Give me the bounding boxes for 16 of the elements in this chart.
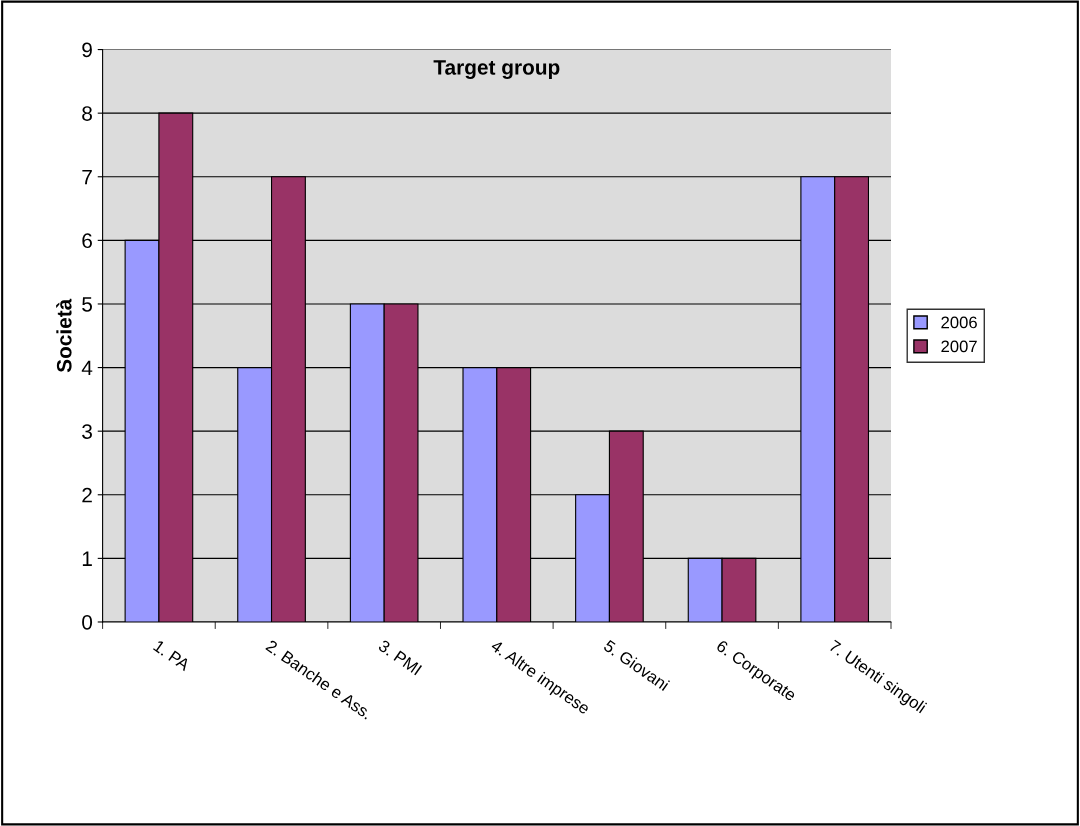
- y-tick-label: 7: [82, 169, 92, 185]
- y-tick-label: 2: [82, 487, 92, 503]
- y-tick-label: 8: [82, 106, 92, 121]
- y-tick-label: 4: [81, 360, 93, 376]
- y-tick-label: 9: [82, 42, 92, 58]
- legend-label: 2006: [941, 316, 977, 329]
- x-tick-label: 1. PA: [153, 639, 191, 672]
- y-tick-label: 3: [82, 424, 92, 439]
- legend-label: 2007: [941, 340, 977, 353]
- y-tick-label: 1: [82, 551, 92, 566]
- chart-title: Target group: [433, 60, 560, 79]
- x-tick-label: 3. PMI: [377, 639, 423, 676]
- y-tick-label: 6: [82, 233, 92, 249]
- y-tick-label: 0: [82, 614, 93, 630]
- y-tick-label: 5: [82, 297, 93, 312]
- y-axis-title: Società: [56, 298, 72, 373]
